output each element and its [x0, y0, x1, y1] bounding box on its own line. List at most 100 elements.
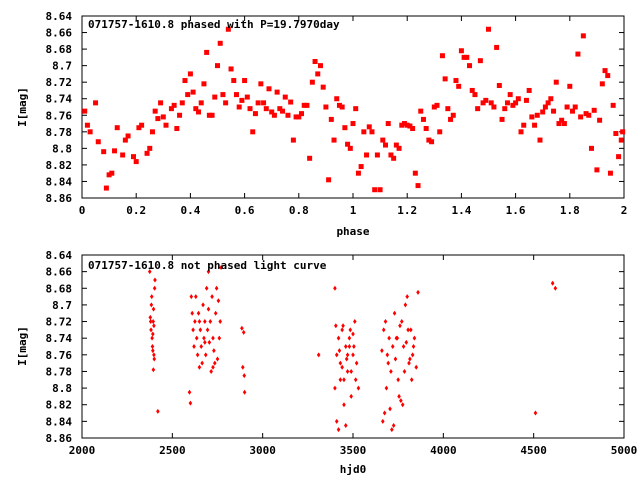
data-point — [193, 319, 197, 325]
x-tick-label: 1 — [350, 204, 357, 217]
y-tick-label: 8.78 — [46, 365, 73, 378]
data-point — [390, 344, 395, 349]
x-tick-label: 4000 — [430, 444, 457, 457]
data-point — [198, 100, 204, 106]
data-point — [312, 59, 318, 64]
data-point — [336, 427, 341, 433]
data-point — [156, 408, 160, 414]
x-tick-label: 2500 — [159, 444, 186, 457]
data-point — [209, 112, 215, 118]
data-point — [93, 100, 99, 106]
x-tick-label: 5000 — [611, 444, 638, 457]
data-point — [354, 360, 359, 366]
data-point — [219, 264, 223, 270]
data-point — [412, 335, 417, 341]
data-point — [347, 335, 352, 341]
data-point — [326, 177, 332, 183]
data-point — [416, 289, 420, 295]
unphased-light-curve-panel: 2000 2500 3000 3500 4000 4500 5000 8.648.668.6… — [16, 249, 637, 476]
y-tick-label: 8.64 — [46, 249, 73, 262]
data-point — [570, 108, 576, 114]
data-point — [407, 360, 411, 366]
data-point — [406, 327, 410, 333]
data-point — [409, 377, 414, 383]
x-tick-label: 3000 — [249, 444, 276, 457]
data-point — [442, 76, 448, 82]
data-point — [483, 97, 489, 103]
y-tick-label: 8.74 — [46, 93, 73, 106]
data-point — [337, 348, 342, 354]
data-point — [366, 124, 372, 130]
y-tick-label: 8.76 — [46, 109, 73, 122]
y-tick-label: 8.7 — [52, 60, 72, 73]
data-point — [456, 83, 462, 89]
data-point — [402, 368, 407, 374]
data-point — [148, 319, 153, 325]
data-point — [151, 306, 156, 312]
data-point — [385, 352, 390, 358]
data-point — [523, 97, 529, 103]
data-point — [217, 40, 223, 46]
data-point — [488, 100, 494, 106]
data-point — [550, 280, 555, 286]
y-tick-label: 8.72 — [46, 316, 73, 329]
data-point — [160, 114, 166, 120]
data-point — [223, 100, 229, 106]
data-point — [396, 377, 400, 383]
data-point — [212, 360, 217, 366]
data-point — [153, 277, 157, 283]
data-point — [179, 100, 185, 106]
data-point — [206, 269, 211, 275]
data-point — [147, 269, 152, 275]
data-point — [353, 377, 358, 383]
data-point — [559, 117, 565, 123]
data-point — [353, 106, 359, 112]
data-point — [518, 129, 524, 135]
data-point — [344, 356, 349, 362]
data-point — [320, 84, 326, 90]
data-point — [177, 112, 183, 118]
data-point — [150, 335, 154, 341]
data-point — [572, 104, 578, 110]
data-point — [152, 108, 158, 114]
data-point — [231, 78, 237, 84]
data-point — [458, 48, 464, 54]
y-tick-label: 8.68 — [46, 43, 73, 56]
data-point — [437, 129, 443, 135]
data-point — [412, 170, 418, 176]
data-point — [513, 100, 519, 106]
data-point — [228, 66, 234, 72]
data-point — [414, 364, 419, 370]
y-tick-label: 8.84 — [46, 415, 73, 428]
data-point — [507, 92, 513, 98]
data-point — [407, 123, 413, 129]
data-point — [182, 78, 188, 84]
data-point — [578, 114, 584, 120]
data-point — [242, 78, 248, 84]
x-axis-label: phase — [336, 225, 369, 238]
data-point — [336, 335, 341, 341]
data-point — [411, 344, 416, 349]
data-point — [206, 112, 212, 118]
data-point — [567, 83, 573, 89]
data-point — [152, 323, 156, 329]
y-tick-label: 8.82 — [46, 159, 73, 172]
data-point — [556, 121, 562, 127]
data-point — [352, 344, 356, 349]
data-point — [461, 54, 467, 60]
data-point — [381, 327, 386, 333]
data-point — [200, 360, 204, 366]
data-points — [147, 264, 558, 433]
data-point — [144, 150, 150, 156]
data-point — [583, 111, 589, 117]
data-point — [199, 344, 204, 349]
data-point — [206, 306, 211, 312]
data-point — [103, 185, 109, 191]
data-point — [216, 298, 221, 304]
y-tick-label: 8.8 — [52, 142, 72, 155]
data-point — [328, 116, 334, 122]
data-point — [261, 100, 267, 106]
data-point — [391, 423, 396, 429]
data-point — [418, 108, 424, 114]
